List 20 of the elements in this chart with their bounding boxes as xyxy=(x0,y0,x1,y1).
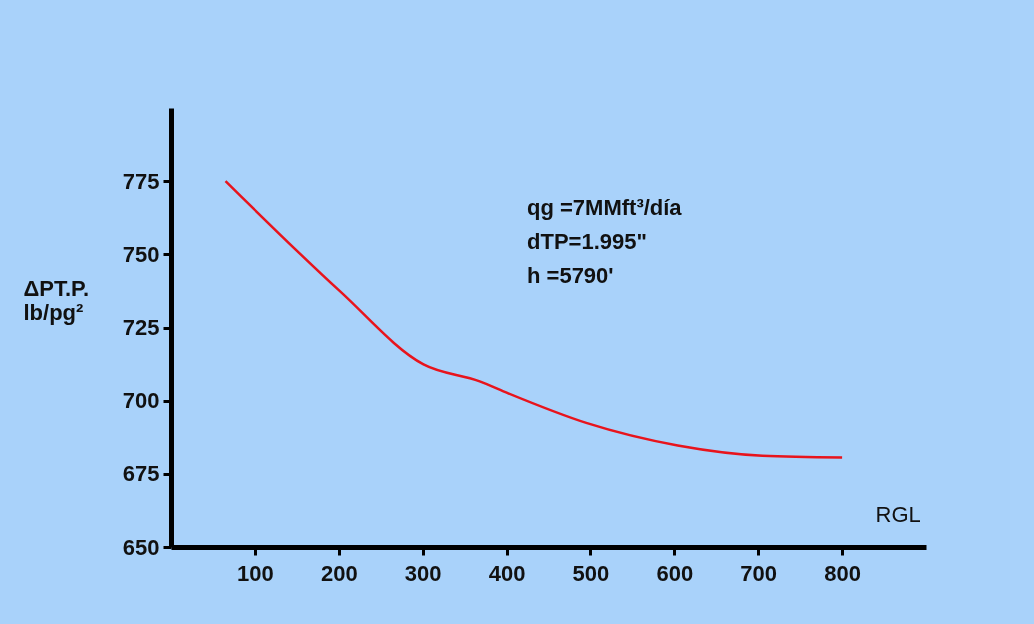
y-tick-label: 650 xyxy=(122,534,160,560)
y-tick-label: 675 xyxy=(122,461,160,487)
annotation: qg =7MMft³/día xyxy=(527,195,683,220)
y-tick-label: 775 xyxy=(122,168,160,194)
y-tick-label: 725 xyxy=(122,315,160,340)
annotation: h =5790' xyxy=(527,263,614,288)
annotation: dTP=1.995" xyxy=(527,229,647,254)
x-tick-label: 700 xyxy=(740,560,778,586)
x-tick-label: 600 xyxy=(656,560,694,586)
y-axis-title: ΔPT.P. lb/pg² xyxy=(23,275,90,325)
x-axis-title: RGL xyxy=(875,501,921,527)
x-tick-label: 400 xyxy=(488,560,526,586)
y-tick-label: 750 xyxy=(122,241,160,267)
x-tick-label: 300 xyxy=(404,560,442,586)
x-tick-label: 200 xyxy=(320,560,358,586)
x-tick-label: 800 xyxy=(824,560,861,586)
line-series xyxy=(224,179,844,459)
x-tick-label: 500 xyxy=(572,560,610,586)
x-tick-label: 100 xyxy=(237,560,274,586)
y-tick-label: 700 xyxy=(122,388,160,414)
